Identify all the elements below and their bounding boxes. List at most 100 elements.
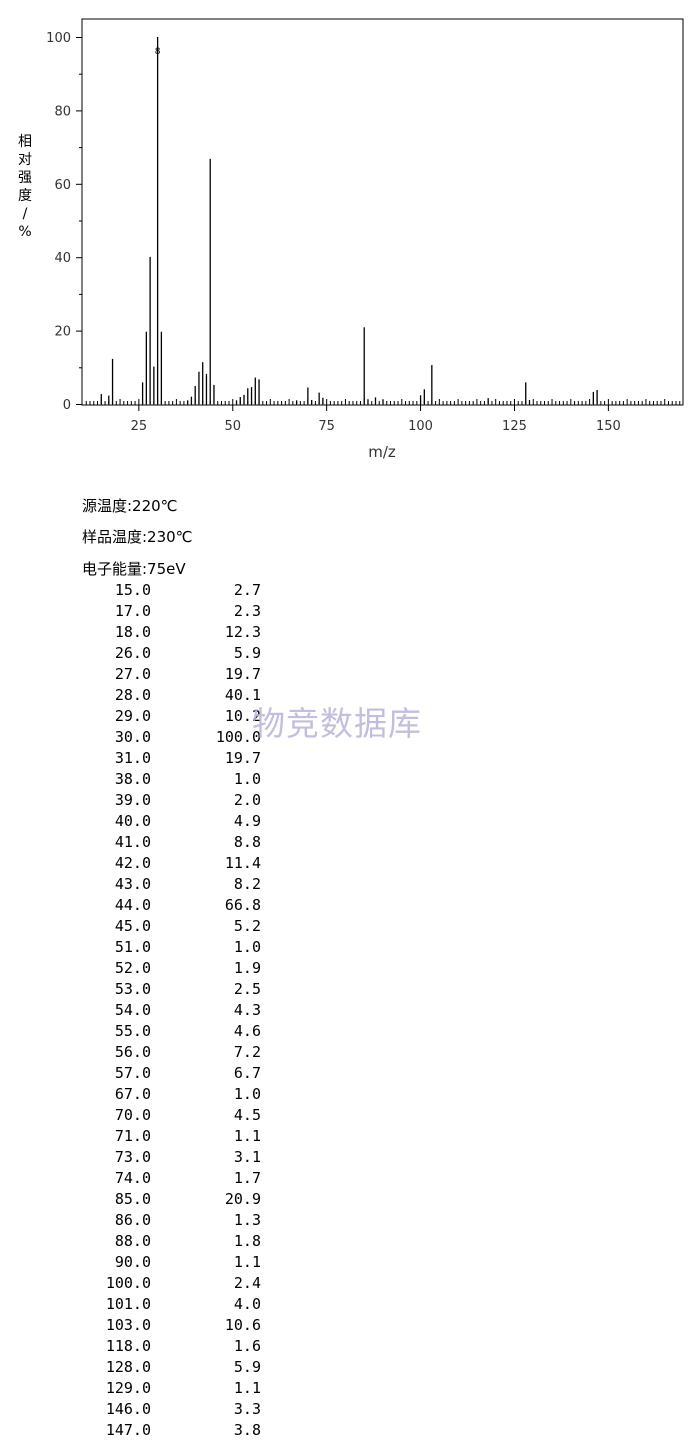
peak-mz: 40.0 <box>114 812 151 830</box>
spectrum-peaks <box>100 37 598 404</box>
watermark: 物竞数据库 <box>252 704 422 743</box>
peak-mz: 44.0 <box>114 896 151 914</box>
peak-mz: 39.0 <box>114 791 151 809</box>
peak-intensity: 66.8 <box>224 896 261 914</box>
y-tick-label: 40 <box>54 251 71 266</box>
peak-intensity: 10.2 <box>224 707 261 725</box>
peak-mz: 26.0 <box>114 644 151 662</box>
peak-intensity: 1.3 <box>233 1211 261 1229</box>
peak-row: 57.0 6.7 <box>82 1063 261 1084</box>
peak-mz: 85.0 <box>114 1190 151 1208</box>
peak-mz: 147.0 <box>105 1421 151 1439</box>
peak-intensity: 10.6 <box>224 1316 261 1334</box>
peak-intensity: 19.7 <box>224 749 261 767</box>
peak-mz: 56.0 <box>114 1043 151 1061</box>
peak-mz: 101.0 <box>105 1295 151 1313</box>
peak-row: 71.0 1.1 <box>82 1126 261 1147</box>
source-temperature: 源温度:220℃ <box>82 497 178 515</box>
peak-mz: 74.0 <box>114 1169 151 1187</box>
peak-row: 15.0 2.7 <box>82 580 261 601</box>
peak-row: 85.0 20.9 <box>82 1189 261 1210</box>
peak-mz: 45.0 <box>114 917 151 935</box>
peak-intensity: 1.6 <box>233 1337 261 1355</box>
peak-row: 55.0 4.6 <box>82 1021 261 1042</box>
peak-row: 26.0 5.9 <box>82 643 261 664</box>
peak-mz: 38.0 <box>114 770 151 788</box>
peak-row: 29.0 10.2 <box>82 706 261 727</box>
peak-intensity: 20.9 <box>224 1190 261 1208</box>
y-tick-label: 60 <box>54 178 71 193</box>
y-axis-label-char: 对 <box>18 152 32 168</box>
peak-intensity: 8.2 <box>233 875 261 893</box>
peak-intensity: 4.6 <box>233 1022 261 1040</box>
peak-mz: 55.0 <box>114 1022 151 1040</box>
y-tick-label: 20 <box>54 325 71 340</box>
peak-mz: 27.0 <box>114 665 151 683</box>
peak-intensity: 4.0 <box>233 1295 261 1313</box>
peak-row: 56.0 7.2 <box>82 1042 261 1063</box>
peak-intensity: 1.1 <box>233 1379 261 1397</box>
peak-intensity: 5.9 <box>233 644 261 662</box>
peak-row: 45.0 5.2 <box>82 916 261 937</box>
peak-mz: 42.0 <box>114 854 151 872</box>
peak-mz: 103.0 <box>105 1316 151 1334</box>
y-tick-label: 0 <box>63 398 71 413</box>
x-axis-label: m/z <box>368 443 396 461</box>
peak-intensity: 40.1 <box>224 686 261 704</box>
x-tick-label: 25 <box>131 419 148 434</box>
peak-row: 27.0 19.7 <box>82 664 261 685</box>
peak-mz: 70.0 <box>114 1106 151 1124</box>
peak-intensity: 19.7 <box>224 665 261 683</box>
peak-mz: 88.0 <box>114 1232 151 1250</box>
peak-intensity: 5.2 <box>233 917 261 935</box>
peak-intensity: 11.4 <box>224 854 261 872</box>
peak-intensity: 1.0 <box>233 770 261 788</box>
peak-intensity: 4.5 <box>233 1106 261 1124</box>
peak-mz: 86.0 <box>114 1211 151 1229</box>
peak-mz: 128.0 <box>105 1358 151 1376</box>
x-tick-label: 125 <box>502 419 527 434</box>
peak-mz: 146.0 <box>105 1400 151 1418</box>
peak-row: 73.0 3.1 <box>82 1147 261 1168</box>
peak-intensity: 1.7 <box>233 1169 261 1187</box>
peak-intensity: 2.0 <box>233 791 261 809</box>
peak-mz: 118.0 <box>105 1337 151 1355</box>
peak-row: 128.0 5.9 <box>82 1357 261 1378</box>
peak-row: 67.0 1.0 <box>82 1084 261 1105</box>
y-axis-label-char: 度 <box>18 188 32 204</box>
peak-intensity: 1.9 <box>233 959 261 977</box>
y-axis-label-char: 强 <box>18 170 32 186</box>
peak-mz: 90.0 <box>114 1253 151 1271</box>
peak-row: 101.0 4.0 <box>82 1294 261 1315</box>
peak-row: 51.0 1.0 <box>82 937 261 958</box>
peak-row: 147.0 3.8 <box>82 1420 261 1441</box>
peak-row: 103.0 10.6 <box>82 1315 261 1336</box>
peak-row: 54.0 4.3 <box>82 1000 261 1021</box>
peak-row: 52.0 1.9 <box>82 958 261 979</box>
peak-mz: 29.0 <box>114 707 151 725</box>
peak-mz: 43.0 <box>114 875 151 893</box>
peak-mz: 52.0 <box>114 959 151 977</box>
peak-mz: 28.0 <box>114 686 151 704</box>
peak-intensity: 1.0 <box>233 938 261 956</box>
peak-intensity: 3.3 <box>233 1400 261 1418</box>
peak-intensity: 1.8 <box>233 1232 261 1250</box>
peak-intensity: 2.3 <box>233 602 261 620</box>
peak-mz: 15.0 <box>114 581 151 599</box>
peak-mz: 30.0 <box>114 728 151 746</box>
peak-intensity: 2.7 <box>233 581 261 599</box>
peak-mz: 17.0 <box>114 602 151 620</box>
peak-mz: 71.0 <box>114 1127 151 1145</box>
peak-mz: 57.0 <box>114 1064 151 1082</box>
peak-row: 118.0 1.6 <box>82 1336 261 1357</box>
peak-row: 100.0 2.4 <box>82 1273 261 1294</box>
peak-mz: 41.0 <box>114 833 151 851</box>
y-tick-label: 100 <box>46 31 71 46</box>
peak-row: 28.0 40.1 <box>82 685 261 706</box>
peak-intensity: 6.7 <box>233 1064 261 1082</box>
peak-row: 129.0 1.1 <box>82 1378 261 1399</box>
x-tick-label: 50 <box>224 419 241 434</box>
peak-mz: 100.0 <box>105 1274 151 1292</box>
